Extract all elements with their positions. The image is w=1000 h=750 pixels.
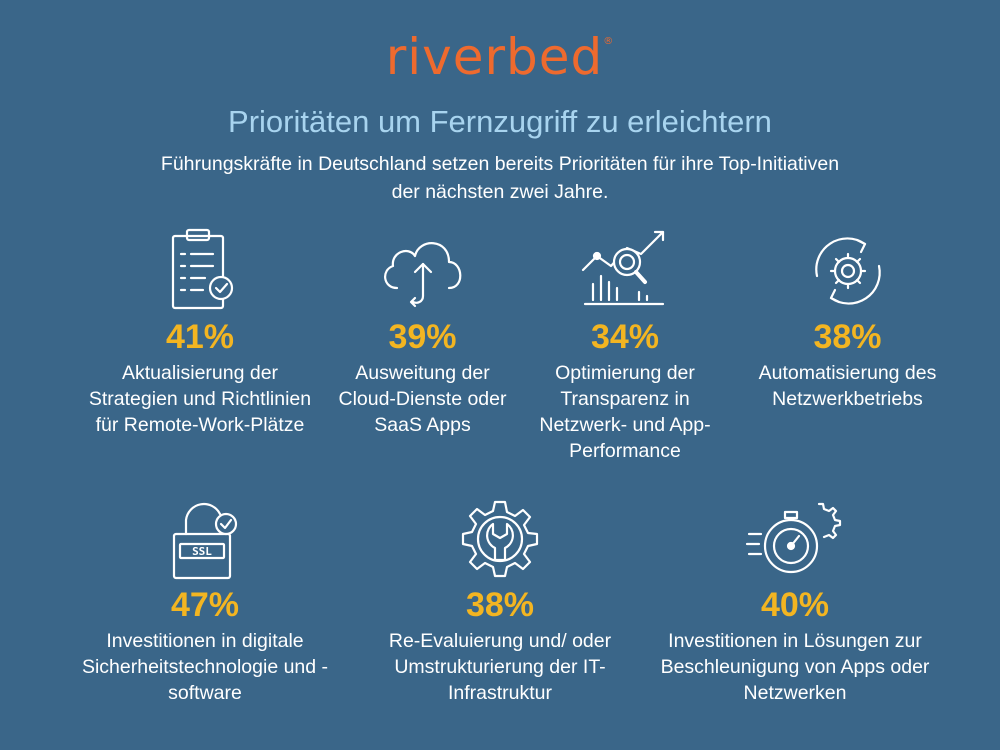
priority-label: Ausweitung der Cloud-Dienste oder SaaS A…: [338, 362, 507, 436]
stopwatch-speed-icon: [745, 502, 842, 574]
page-title: Prioritäten um Fernzugriff zu erleichter…: [228, 104, 772, 139]
percent-value: 38%: [465, 586, 535, 624]
priority-item-strategies: 41% Aktualisierung der Strategien und Ri…: [80, 226, 320, 438]
gear-cycle-icon: [814, 237, 881, 305]
gear-wrench-icon: [461, 500, 539, 578]
priority-item-cloud: 39% Ausweitung der Cloud-Dienste oder Sa…: [330, 226, 515, 438]
page-subtitle: Führungskräfte in Deutschland setzen ber…: [160, 153, 840, 203]
priority-item-transparency: 34% Optimierung der Transparenz in Netzw…: [525, 226, 725, 464]
riverbed-logo: riverbed®: [385, 28, 615, 86]
percent-value: 41%: [165, 318, 235, 356]
percent-value: 40%: [760, 586, 830, 624]
priority-label: Investitionen in digitale Sicherheitstec…: [81, 630, 329, 704]
priority-label: Investitionen in Lösungen zur Beschleuni…: [660, 630, 930, 704]
priority-label: Re-Evaluierung und/ oder Umstrukturierun…: [388, 630, 612, 704]
clipboard-check-icon: [171, 228, 234, 310]
priority-label: Optimierung der Transparenz in Netzwerk-…: [539, 362, 711, 462]
priority-item-infrastructure: 38% Re-Evaluierung und/ oder Umstrukturi…: [370, 494, 630, 706]
priority-item-security: SSL 47% Investitionen in digitale Sicher…: [70, 494, 340, 706]
percent-value: 34%: [590, 318, 660, 356]
ssl-lock-icon: SSL: [172, 502, 238, 580]
svg-text:SSL: SSL: [192, 545, 212, 558]
priority-label: Automatisierung des Netzwerkbetriebs: [758, 362, 937, 410]
percent-value: 39%: [388, 318, 457, 356]
priority-item-acceleration: 40% Investitionen in Lösungen zur Beschl…: [650, 494, 940, 706]
percent-value: 38%: [813, 318, 882, 356]
cloud-sync-icon: [383, 242, 461, 308]
priority-item-automation: 38% Automatisierung des Netzwerkbetriebs: [735, 226, 960, 412]
percent-value: 47%: [170, 586, 240, 624]
analytics-magnifier-icon: [581, 230, 665, 306]
priority-label: Aktualisierung der Strategien und Richtl…: [88, 362, 312, 436]
